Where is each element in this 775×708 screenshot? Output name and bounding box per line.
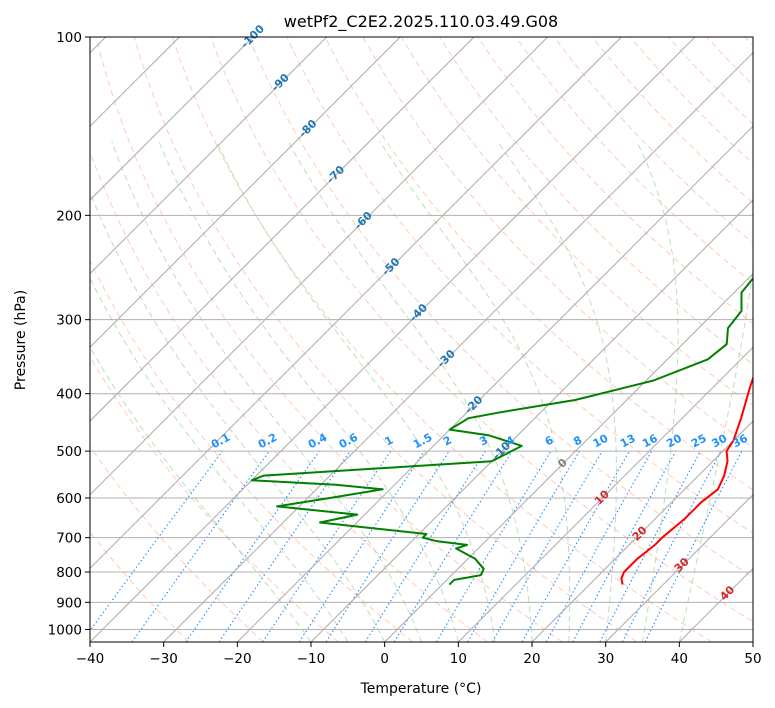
- dry-adiabat-line: [90, 356, 339, 642]
- isotherm-line: [90, 37, 401, 349]
- y-tick-label: 600: [56, 491, 82, 507]
- mixing-ratio-label: 36: [730, 432, 750, 451]
- dry-adiabat-line: [133, 37, 638, 642]
- isotherm-line: [90, 37, 328, 275]
- x-tick-label: 0: [380, 651, 389, 667]
- x-tick-label: −10: [297, 651, 326, 667]
- mixing-ratio-line: [90, 450, 223, 632]
- isotherm-line: [163, 51, 753, 642]
- x-tick-label: 20: [523, 651, 540, 667]
- x-axis: −40 −30 −20 −10 0 10 20 30 40 50: [76, 642, 762, 667]
- dry-adiabat-line: [90, 259, 414, 642]
- isotherm-line: [752, 641, 753, 642]
- mixing-ratio-label: 20: [664, 432, 684, 451]
- x-axis-label: Temperature (°C): [360, 681, 482, 697]
- x-tick-label: −20: [223, 651, 252, 667]
- y-tick-label: 200: [56, 208, 82, 224]
- y-tick-label: 700: [56, 531, 82, 547]
- y-tick-label: 900: [56, 595, 82, 611]
- mixing-ratio-line: [298, 450, 425, 642]
- plot-background: [90, 37, 753, 642]
- mixing-ratio-line: [521, 450, 630, 642]
- isotherm-line: [90, 37, 254, 201]
- isotherm-line: [531, 420, 753, 642]
- temperature-profile: [620, 375, 753, 585]
- dry-adiabat-line: [286, 37, 753, 534]
- isotherm-line: [90, 37, 475, 422]
- x-tick-label: 30: [597, 651, 614, 667]
- mixing-ratio-line: [218, 450, 351, 642]
- isotherm-line: [236, 125, 753, 642]
- mixing-ratio-line: [131, 450, 270, 642]
- y-tick-label: 300: [56, 313, 82, 329]
- mixing-ratio-line: [185, 450, 320, 642]
- dry-adiabat-line: [210, 37, 753, 623]
- x-tick-label: −40: [76, 651, 105, 667]
- mixing-ratio-line: [644, 450, 743, 642]
- dry-adiabat-line: [324, 37, 753, 491]
- mixing-ratio-line: [545, 450, 653, 642]
- isotherm-line: [384, 272, 753, 642]
- y-tick-label: 500: [56, 444, 82, 460]
- x-tick-label: 10: [450, 651, 467, 667]
- dry-adiabat-line: [95, 37, 563, 642]
- dry-adiabat-line: [171, 37, 712, 642]
- isotherm-line: [310, 199, 753, 642]
- mixing-ratio-label: 30: [710, 432, 730, 451]
- mixing-ratio-line: [262, 450, 392, 642]
- mixing-ratio-label: 10: [591, 432, 611, 451]
- y-tick-label: 400: [56, 387, 82, 403]
- dry-adiabat-line: [90, 445, 264, 642]
- y-axis-label: Pressure (hPa): [13, 290, 29, 390]
- chart-title: wetPf2_C2E2.2025.110.03.49.G08: [284, 12, 558, 32]
- mixing-ratio-line: [572, 450, 677, 642]
- isotherm-line: [457, 346, 753, 642]
- isotherm-line: [90, 37, 622, 570]
- mixing-ratio-label: 13: [618, 432, 638, 451]
- mixing-ratio-label: 25: [689, 432, 709, 451]
- x-tick-label: 50: [744, 651, 761, 667]
- profiles: [250, 276, 753, 586]
- y-tick-label: 800: [56, 565, 82, 581]
- x-tick-label: −30: [149, 651, 178, 667]
- x-tick-label: 40: [671, 651, 688, 667]
- isotherm-line: [90, 37, 549, 496]
- y-tick-label: 100: [56, 30, 82, 46]
- mixing-ratio-line: [393, 450, 513, 642]
- y-axis: 100 200 300 400 500 600 700 800 900 1000: [48, 30, 90, 638]
- dewpoint-profile: [250, 276, 753, 586]
- plot-frame: [89, 36, 754, 643]
- isotherm-line: [90, 37, 696, 642]
- dry-adiabat-line: [248, 37, 753, 578]
- mixing-ratio-label: 16: [640, 432, 660, 451]
- mixing-ratio-line: [325, 450, 450, 642]
- isotherm-line: [605, 493, 753, 642]
- y-tick-label: 1000: [48, 622, 82, 638]
